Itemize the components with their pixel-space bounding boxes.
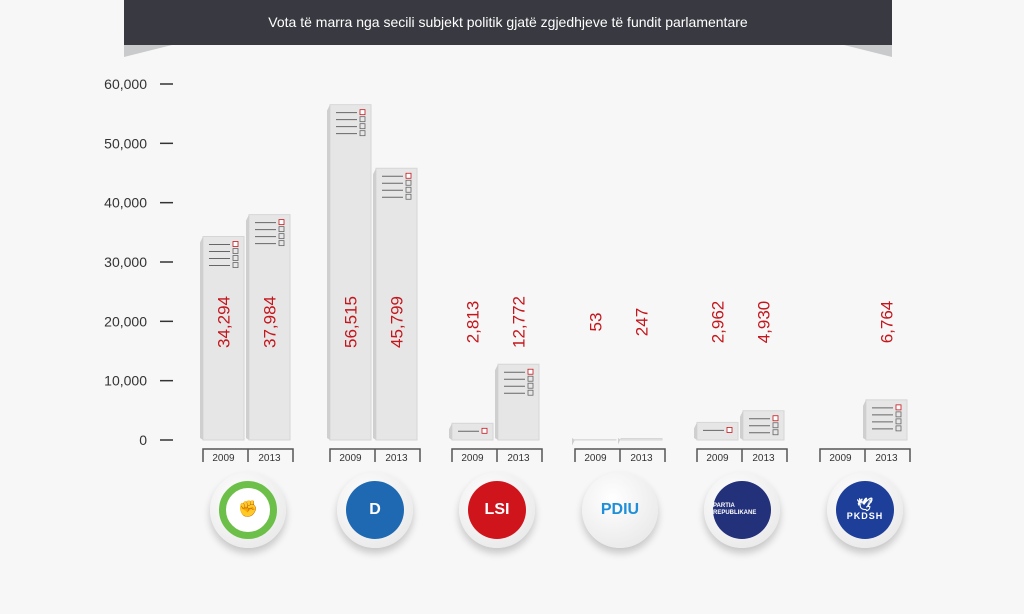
ballot-checkbox	[359, 109, 366, 116]
year-label: 2009	[339, 453, 362, 464]
ballot-checkbox	[278, 240, 285, 247]
ballot-checkbox	[527, 389, 534, 396]
ballot-checkbox	[527, 368, 534, 375]
ballot-checkbox	[527, 375, 534, 382]
value-label: 53	[587, 313, 606, 332]
party-logo-letters: PKDSH	[846, 511, 884, 522]
y-tick-label: 20,000	[104, 313, 147, 329]
ballot-checkbox	[359, 130, 366, 137]
year-label: 2013	[630, 453, 653, 464]
party-logo-pd: D	[337, 472, 413, 548]
ballot-checkbox	[405, 179, 412, 186]
year-bracket	[329, 448, 421, 462]
ballot-shadow	[495, 364, 498, 440]
party-logo-mark: PARTIA REPUBLIKANE	[713, 481, 771, 539]
party-logo-pdiu: PDIU	[582, 472, 658, 548]
ballot-bar	[202, 236, 245, 441]
banner-fold-right	[844, 45, 892, 57]
value-label: 56,515	[342, 296, 361, 348]
ballot-checkbox	[359, 116, 366, 123]
party-logo-lsi: LSI	[459, 472, 535, 548]
year-label: 2009	[829, 453, 852, 464]
ballot-checkbox	[278, 233, 285, 240]
year-bracket	[574, 448, 666, 462]
ballot-shadow	[200, 236, 203, 440]
ballot-bar	[248, 214, 291, 441]
y-tick-label: 10,000	[104, 373, 147, 389]
ballot-checkbox	[232, 241, 239, 247]
value-label: 37,984	[261, 296, 280, 348]
party-logo-mark: 🕊 PKDSH	[836, 481, 894, 539]
ballot-shadow	[740, 410, 743, 440]
party-logo-mark: ✊	[219, 481, 277, 539]
ballot-checkbox	[895, 404, 902, 411]
value-label: 247	[633, 308, 652, 336]
party-logo-pkdsh: 🕊 PKDSH	[827, 472, 903, 548]
ballot-checkbox	[895, 425, 902, 432]
ballot-checkbox	[527, 382, 534, 389]
ballot-checkbox	[232, 255, 239, 261]
ballot-checkbox	[726, 427, 733, 433]
banner-fold-left	[124, 45, 172, 57]
year-label: 2013	[875, 453, 898, 464]
ballot-bar	[329, 104, 372, 441]
dove-icon: 🕊	[856, 496, 874, 512]
year-label: 2013	[385, 453, 408, 464]
ballot-checkbox	[278, 226, 285, 233]
year-label: 2013	[507, 453, 530, 464]
y-tick-label: 50,000	[104, 135, 147, 151]
ballot-checkbox	[772, 422, 779, 429]
value-label: 34,294	[215, 296, 234, 348]
value-label: 12,772	[510, 296, 529, 348]
y-tick-label: 30,000	[104, 254, 147, 270]
year-label: 2009	[461, 453, 484, 464]
value-label: 6,764	[878, 301, 897, 344]
ballot-shadow	[618, 438, 621, 445]
ballot-shadow	[572, 438, 575, 446]
ballot-bar	[620, 438, 663, 441]
year-bracket	[451, 448, 543, 462]
ballot-shadow	[246, 214, 249, 440]
party-logo-mark: D	[346, 481, 404, 539]
year-label: 2009	[706, 453, 729, 464]
party-logo-ps: ✊	[210, 472, 286, 548]
ballot-checkbox	[772, 429, 779, 436]
year-label: 2013	[752, 453, 775, 464]
ballot-checkbox	[232, 262, 239, 268]
y-tick-label: 40,000	[104, 195, 147, 211]
ballot-checkbox	[405, 172, 412, 179]
ballot-checkbox	[895, 418, 902, 425]
chart-title: Vota të marra nga secili subjekt politik…	[124, 0, 892, 45]
ballot-shadow	[327, 104, 330, 440]
ballot-shadow	[449, 423, 452, 440]
year-bracket	[696, 448, 788, 462]
year-label: 2013	[258, 453, 281, 464]
value-label: 4,930	[755, 301, 774, 344]
ballot-checkbox	[405, 186, 412, 193]
party-logo-mark: PDIU	[600, 501, 640, 519]
ballot-checkbox	[359, 123, 366, 130]
party-logo-pr: PARTIA REPUBLIKANE	[704, 472, 780, 548]
ballot-shadow	[863, 399, 866, 440]
y-tick-label: 60,000	[104, 76, 147, 92]
year-label: 2009	[584, 453, 607, 464]
year-bracket	[202, 448, 294, 462]
ballot-checkbox	[772, 415, 779, 422]
ballot-shadow	[373, 168, 376, 440]
ballot-checkbox	[405, 193, 412, 200]
party-logo-mark: LSI	[468, 481, 526, 539]
ballot-checkbox	[481, 427, 488, 434]
value-label: 2,813	[464, 301, 483, 344]
value-label: 2,962	[709, 301, 728, 344]
ballot-shadow	[694, 422, 697, 440]
ballot-bar	[497, 363, 540, 441]
ballot-checkbox	[232, 248, 239, 254]
y-tick-label: 0	[139, 432, 147, 448]
ballot-checkbox	[895, 411, 902, 418]
year-bracket	[819, 448, 911, 462]
year-label: 2009	[212, 453, 235, 464]
ballot-checkbox	[278, 219, 285, 226]
value-label: 45,799	[388, 296, 407, 348]
